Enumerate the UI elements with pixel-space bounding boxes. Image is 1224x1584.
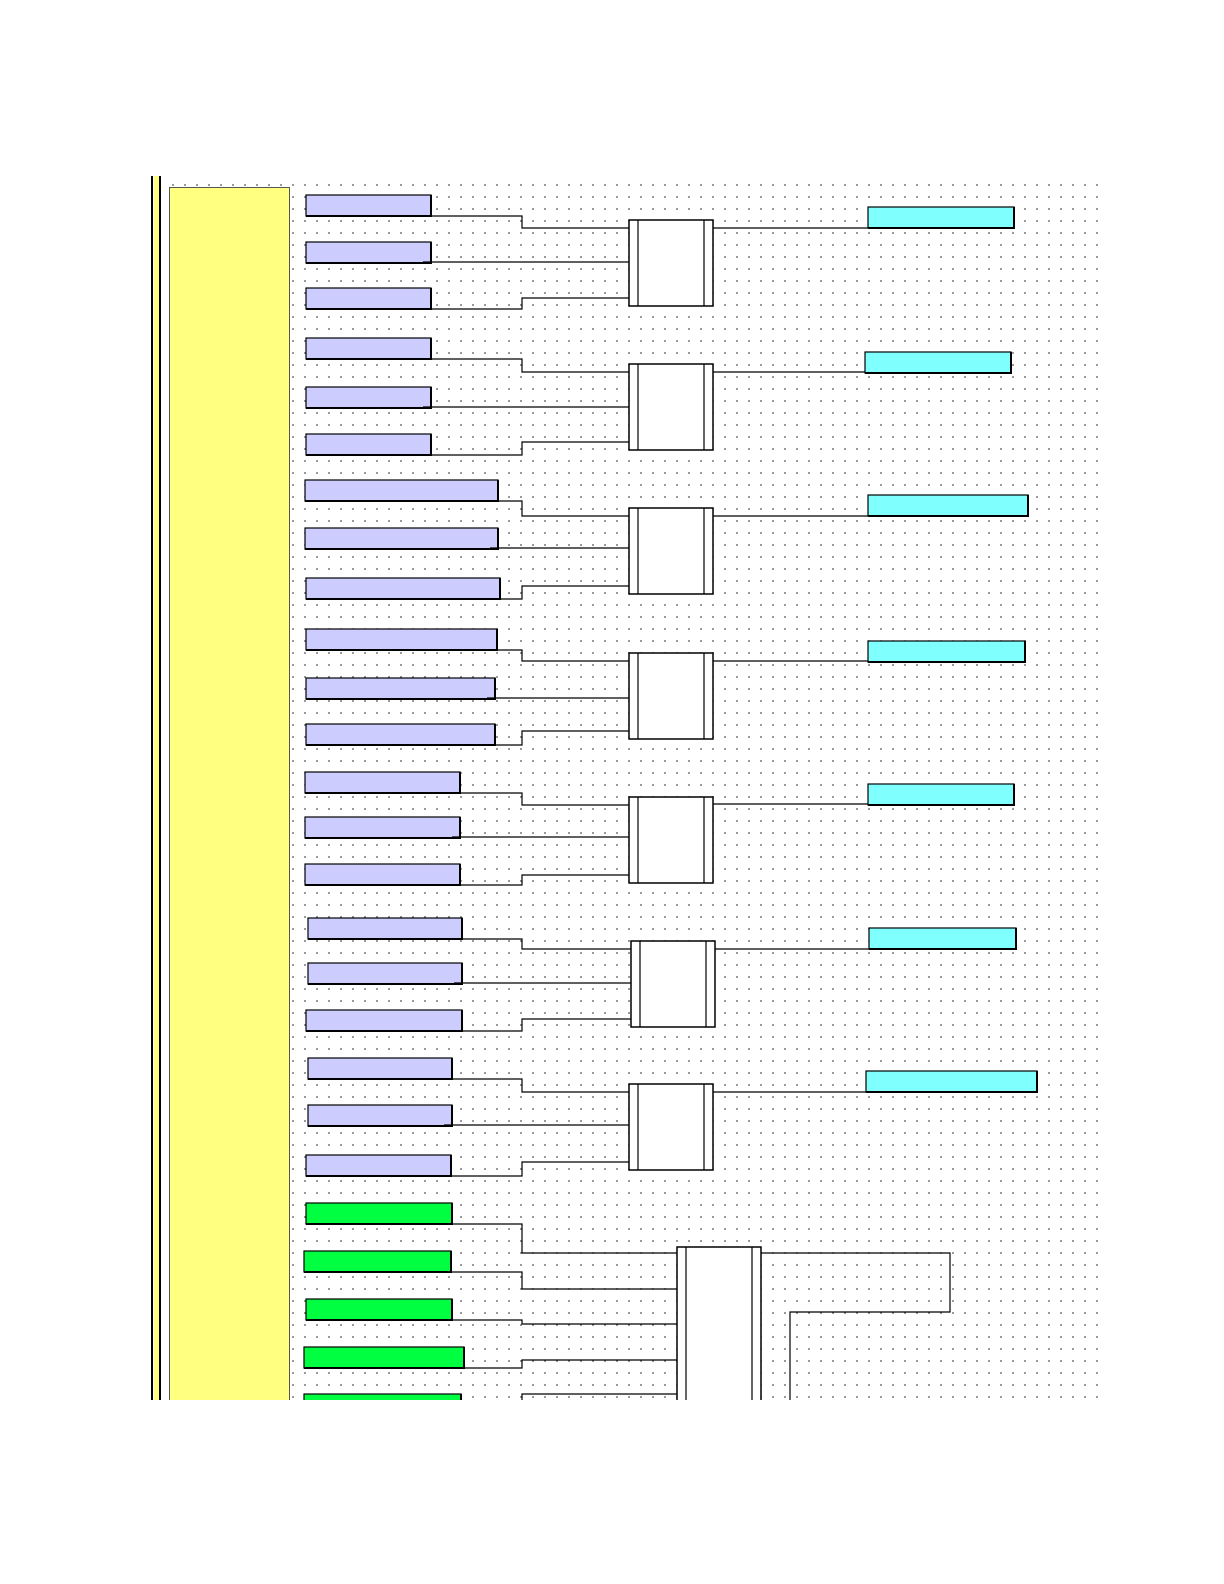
bottom-input-block-2[interactable] <box>303 1250 452 1273</box>
function-block-5[interactable] <box>628 796 714 884</box>
output-block-3-edge <box>868 495 1029 517</box>
bottom-wire-3 <box>444 1319 677 1325</box>
input-block-3-2[interactable] <box>304 527 499 550</box>
function-block-1[interactable] <box>628 219 714 307</box>
input-block-6-3[interactable] <box>305 1009 463 1032</box>
input-block-1-1[interactable] <box>305 194 432 217</box>
sidebar-panel <box>169 187 290 1400</box>
input-block-2-2-edge <box>306 387 432 409</box>
output-block-6-edge <box>869 928 1017 950</box>
left-rail-inner <box>159 176 161 1400</box>
bottom-function-block[interactable] <box>676 1246 762 1408</box>
input-block-6-2-edge <box>308 963 463 985</box>
function-block-4[interactable] <box>628 652 714 740</box>
input-block-4-1[interactable] <box>305 628 498 651</box>
output-block-4[interactable] <box>867 640 1026 663</box>
input-block-4-2-edge <box>306 678 496 700</box>
input-block-2-2[interactable] <box>305 386 432 409</box>
bottom-wire-1 <box>444 1223 677 1254</box>
wire-6-3 <box>454 1018 631 1032</box>
wire-4-1 <box>489 649 629 662</box>
output-block-7[interactable] <box>865 1070 1038 1093</box>
input-block-7-2[interactable] <box>307 1104 453 1127</box>
wire-2-3 <box>423 441 629 456</box>
output-block-7-edge <box>866 1071 1038 1093</box>
wire-6-1 <box>454 938 631 950</box>
input-block-3-2-edge <box>305 528 499 550</box>
left-rail <box>151 176 153 1400</box>
bottom-wire-2 <box>443 1271 677 1290</box>
output-block-1-edge <box>868 207 1015 229</box>
input-block-5-3[interactable] <box>304 863 461 886</box>
wire-4-3 <box>487 730 629 746</box>
input-block-5-1[interactable] <box>304 771 461 794</box>
input-block-4-2[interactable] <box>305 677 496 700</box>
wire-2-1 <box>423 358 629 373</box>
input-block-1-3[interactable] <box>305 287 432 310</box>
input-block-4-3[interactable] <box>305 723 496 746</box>
bottom-wire-4 <box>456 1359 677 1369</box>
bottom-input-block-4[interactable] <box>303 1346 465 1369</box>
output-block-2-edge <box>865 352 1012 374</box>
input-block-6-2[interactable] <box>307 962 463 985</box>
input-block-3-1[interactable] <box>304 479 499 502</box>
input-block-2-1[interactable] <box>305 337 432 360</box>
wire-3-1 <box>490 500 629 517</box>
bottom-input-block-1[interactable] <box>305 1202 453 1225</box>
output-block-5-edge <box>868 784 1015 806</box>
wire-7-3 <box>443 1161 629 1177</box>
left-rail-fill <box>154 176 159 1400</box>
wire-1-3 <box>423 297 629 310</box>
page-bottom-margin <box>140 1400 1140 1584</box>
output-block-4-edge <box>868 641 1026 663</box>
feedback-wire <box>761 1252 951 1400</box>
bottom-input-block-3[interactable] <box>305 1298 453 1321</box>
input-block-1-2[interactable] <box>305 241 432 264</box>
input-block-7-2-edge <box>308 1105 453 1127</box>
wire-1-1 <box>423 215 629 229</box>
function-block-6[interactable] <box>630 940 716 1028</box>
input-block-1-2-edge <box>306 242 432 264</box>
function-block-7[interactable] <box>628 1083 714 1171</box>
input-block-5-2-edge <box>305 817 461 839</box>
function-block-2[interactable] <box>628 363 714 451</box>
output-block-5[interactable] <box>867 783 1015 806</box>
wire-7-1 <box>444 1078 629 1093</box>
wire-5-1 <box>452 792 629 806</box>
input-block-3-3[interactable] <box>305 577 501 600</box>
input-block-7-3[interactable] <box>305 1154 452 1177</box>
wire-3-3 <box>492 585 629 600</box>
output-block-6[interactable] <box>868 927 1017 950</box>
input-block-6-1[interactable] <box>307 917 463 940</box>
function-block-3[interactable] <box>628 507 714 595</box>
output-block-1[interactable] <box>867 206 1015 229</box>
output-block-2[interactable] <box>864 351 1012 374</box>
input-block-5-2[interactable] <box>304 816 461 839</box>
output-block-3[interactable] <box>867 494 1029 517</box>
input-block-2-3[interactable] <box>305 433 432 456</box>
input-block-7-1[interactable] <box>307 1057 453 1080</box>
wire-5-3 <box>452 874 629 886</box>
